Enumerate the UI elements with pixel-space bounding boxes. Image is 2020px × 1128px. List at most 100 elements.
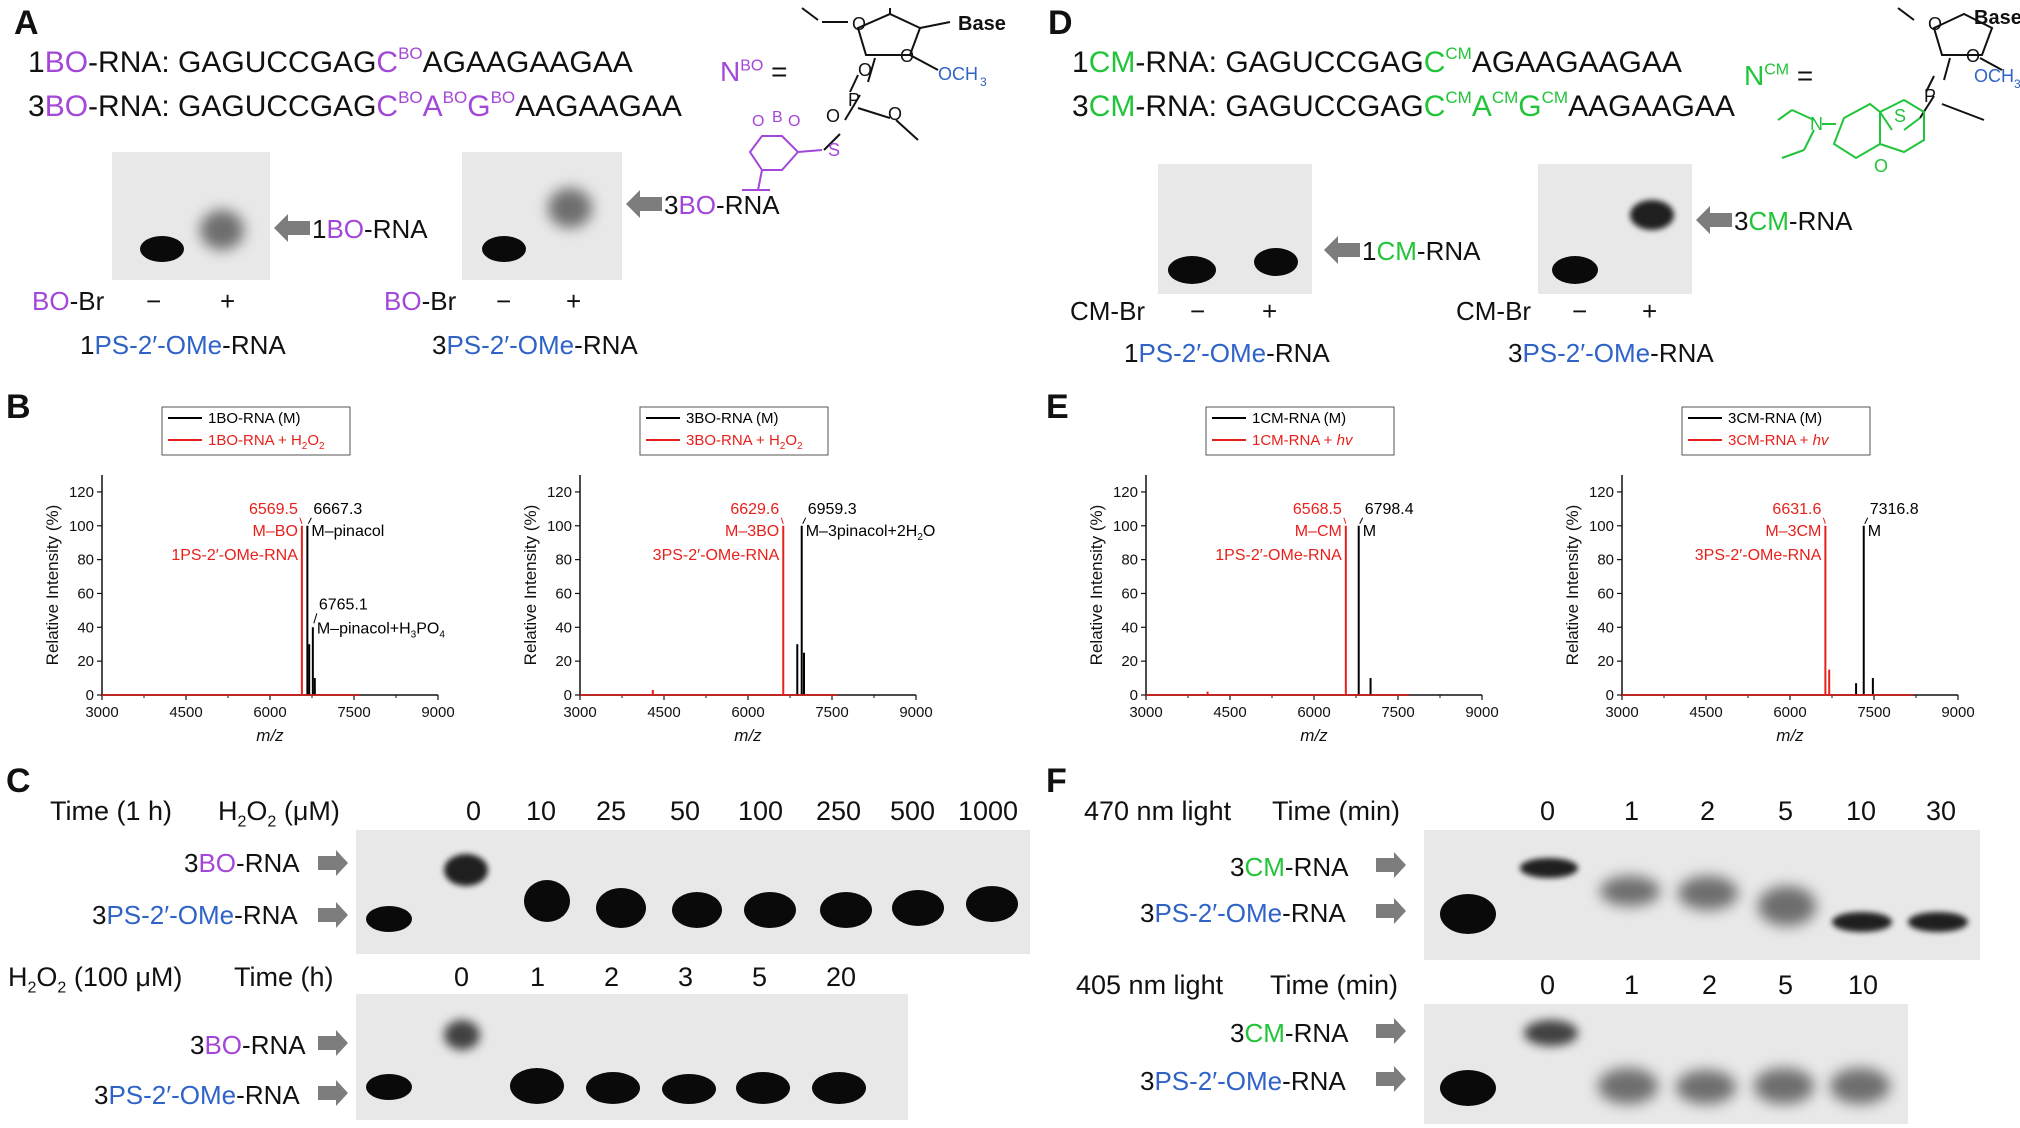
- ms-chart-b-left: 0 20 40 60 80 100 120 3000 4500 6000 7500 9000 m/z Re…: [30, 405, 470, 770]
- legend-text: O: [307, 432, 319, 449]
- y-tick-label: 120: [1113, 484, 1138, 501]
- svg-text:P: P: [1924, 86, 1936, 106]
- y-tick-label: 100: [547, 518, 572, 535]
- x-tick-label: 4500: [647, 704, 680, 721]
- ms-chart-b-right: 0 20 40 60 80 100 120 3000 4500 6000 7500 9000 m/z Re…: [508, 405, 978, 770]
- gel-band: [1440, 1070, 1496, 1106]
- gel-band: [586, 1072, 640, 1104]
- gel-d1-caption: 1PS-2′-OMe-RNA: [1124, 338, 1330, 368]
- annotation-sub: 4: [439, 629, 445, 640]
- minus-label: −: [496, 286, 512, 316]
- gel-band: [1600, 876, 1660, 906]
- x-axis-label: m/z: [256, 726, 284, 745]
- svg-text:OCH: OCH: [1974, 66, 2014, 86]
- minus-label: −: [146, 286, 162, 316]
- x-tick-label: 6000: [731, 704, 764, 721]
- gel-a1-arrow-label: 1BO-RNA: [312, 214, 428, 244]
- c-bot-lane-4: 5: [752, 962, 768, 992]
- gel-band: [1630, 200, 1674, 230]
- c-top-lane-1: 10: [526, 796, 557, 826]
- seq-rest: AGAAGAAGAA: [422, 46, 633, 79]
- gel-a2-arrow-label: 3BO-RNA: [664, 190, 780, 220]
- gel-c-top: [356, 830, 1030, 954]
- gel-a1: [112, 152, 270, 280]
- annotation: M–3pinacol+2H2O: [806, 523, 936, 543]
- annotation: 3PS-2′-OMe-RNA: [1695, 547, 1822, 564]
- y-tick-label: 60: [77, 585, 94, 602]
- gel-band: [820, 892, 872, 928]
- x-tick-label: 3000: [1129, 704, 1162, 721]
- seq-rest: AAGAAGAA: [515, 90, 682, 123]
- x-tick-label: 7500: [815, 704, 848, 721]
- gel-band: [510, 1068, 564, 1104]
- f-top-time-label: Time (min): [1272, 796, 1400, 826]
- f-top-lane-0: 0: [1540, 796, 1556, 826]
- y-axis-label: Relative Intensity (%): [43, 505, 62, 666]
- gel-d2: [1538, 164, 1692, 294]
- annotation: 6765.1: [319, 596, 368, 613]
- x-tick-label: 4500: [169, 704, 202, 721]
- y-tick-label: 20: [1121, 653, 1138, 670]
- gel-band: [1830, 1068, 1890, 1104]
- gel-band: [1168, 256, 1216, 284]
- y-tick-label: 100: [1589, 518, 1614, 535]
- svg-text:O: O: [852, 14, 866, 34]
- svg-text:3: 3: [2014, 77, 2020, 91]
- gel-band: [1524, 1020, 1578, 1046]
- x-tick-label: 6000: [253, 704, 286, 721]
- annotation: M–3BO: [725, 523, 779, 540]
- panel-letter-a: A: [14, 4, 39, 42]
- seq-3bo-rna: 3BO-RNA: GAGUCCGAGCBOABOGBOAAGAAGAA: [28, 88, 682, 124]
- c-bot-lane-3: 3: [678, 962, 694, 992]
- annotation-leader: [1343, 517, 1347, 524]
- annotation: 6569.5: [249, 501, 298, 518]
- gel-band: [444, 854, 488, 886]
- panel-letter-c: C: [6, 762, 31, 800]
- x-axis-label: m/z: [1300, 726, 1328, 745]
- y-axis-label: Relative Intensity (%): [1087, 505, 1106, 666]
- legend-box: [639, 406, 829, 456]
- x-tick-label: 7500: [1857, 704, 1890, 721]
- ncm-label: NCM =: [1744, 60, 1814, 91]
- series-red: [1146, 525, 1410, 696]
- gel-band: [736, 1072, 790, 1104]
- legend-text: hv: [1337, 432, 1354, 449]
- annotation-leader: [1359, 517, 1364, 524]
- c-bot-lane-1: 1: [530, 962, 546, 992]
- f-bot-lane-2: 2: [1702, 970, 1718, 1000]
- series-red: [1622, 525, 1914, 696]
- x-tick-label: 7500: [1381, 704, 1414, 721]
- c-bot-h2o2-label: H2O2 (100 μM): [8, 962, 183, 997]
- annotation-leader: [299, 517, 303, 524]
- annotation-leader: [802, 517, 807, 524]
- legend-entry: 3BO-RNA (M): [686, 410, 779, 427]
- svg-text:O: O: [858, 60, 872, 80]
- y-tick-label: 40: [77, 619, 94, 636]
- y-tick-label: 60: [1121, 585, 1138, 602]
- f-top-lane-3: 5: [1778, 796, 1794, 826]
- gel-band: [366, 1074, 412, 1100]
- svg-text:O: O: [1928, 14, 1942, 34]
- seq-tag: BO: [44, 46, 89, 79]
- x-tick-label: 3000: [1605, 704, 1638, 721]
- seq-body: -RNA: GAGUCCGAG: [88, 90, 377, 123]
- arrow-right-icon: [318, 850, 348, 876]
- y-tick-label: 0: [564, 687, 572, 704]
- annotation: M–CM: [1295, 523, 1342, 540]
- annotation-leader: [1864, 517, 1869, 524]
- arrow-left-icon: [626, 190, 662, 218]
- f-bot-time-label: Time (min): [1270, 970, 1398, 1000]
- legend-sub: 2: [797, 441, 803, 452]
- x-tick-label: 7500: [337, 704, 370, 721]
- svg-text:O: O: [752, 113, 764, 130]
- gel-band: [966, 886, 1018, 922]
- legend-text: O: [785, 432, 797, 449]
- mod-c: CBO: [376, 88, 423, 123]
- c-bot-time-label: Time (h): [234, 962, 334, 992]
- c-bot-lane-0: 0: [454, 962, 470, 992]
- gel-band: [596, 888, 646, 928]
- gel-band: [1520, 858, 1578, 878]
- svg-text:N: N: [1810, 114, 1823, 134]
- y-axis-label: Relative Intensity (%): [1563, 505, 1582, 666]
- y-tick-label: 100: [1113, 518, 1138, 535]
